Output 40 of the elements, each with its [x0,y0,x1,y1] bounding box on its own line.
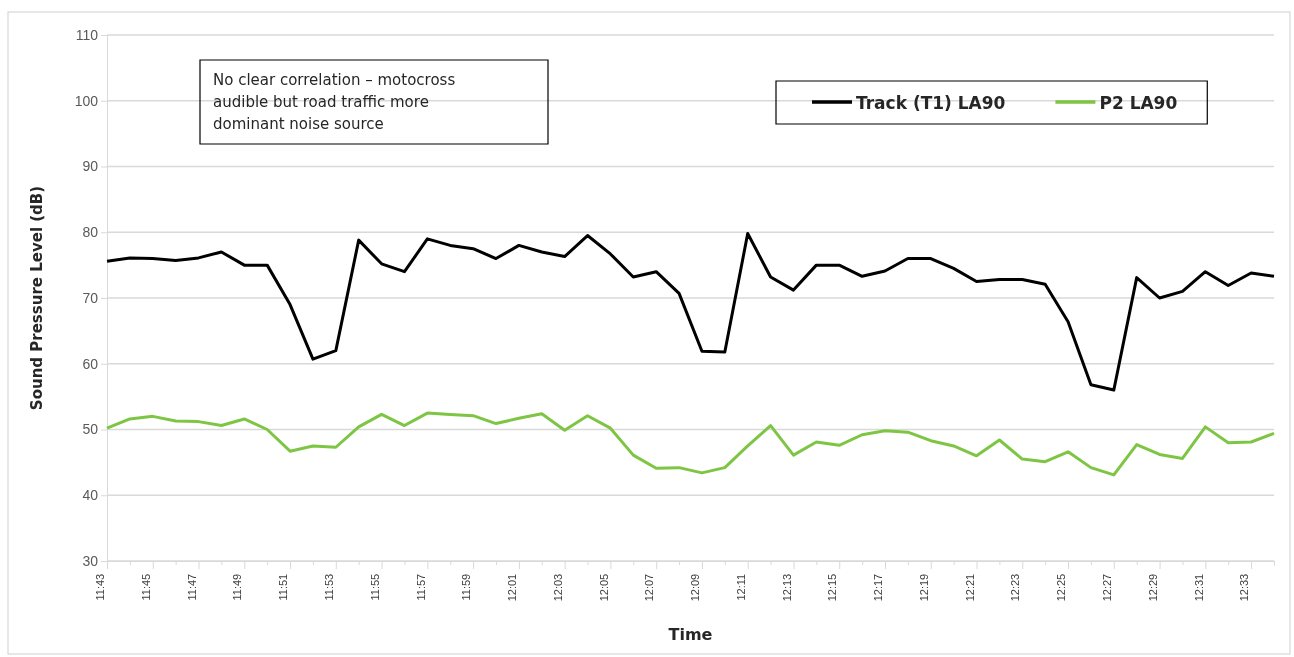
x-tick-label: 11:55 [368,573,381,601]
x-tick-label: 12:11 [734,573,747,601]
x-tick-label: 12:05 [597,573,610,602]
x-tick-label: 12:01 [506,573,519,602]
y-tick-label: 80 [82,224,99,241]
x-tick-label: 12:15 [826,573,839,602]
x-axis-title: Time [668,625,713,644]
y-tick-label: 60 [82,355,99,372]
y-tick-label: 90 [82,158,99,175]
legend-label: Track (T1) LA90 [856,93,1006,113]
x-tick-label: 11:59 [460,573,473,601]
y-tick-label: 40 [82,487,99,504]
y-tick-label: 110 [75,26,99,43]
x-tick-label: 11:53 [323,573,336,601]
x-tick-label: 12:23 [1009,573,1022,602]
x-tick-label: 11:47 [185,573,198,601]
x-tick-label: 12:27 [1101,573,1114,602]
x-tick-label: 12:33 [1238,573,1251,602]
x-tick-label: 12:13 [780,573,793,602]
y-axis-title: Sound Pressure Level (dB) [28,185,46,411]
y-tick-label: 30 [82,552,99,569]
x-tick-label: 12:25 [1055,573,1068,602]
x-tick-label: 12:31 [1192,573,1205,602]
x-tick-label: 11:45 [139,573,152,601]
x-tick-label: 12:29 [1146,573,1159,602]
annotation: No clear correlation – motocross audible but road traffic more dominant noise source [213,71,456,133]
x-tick-label: 12:19 [917,573,930,602]
y-tick-label: 70 [82,289,99,306]
x-tick-label: 12:21 [963,573,976,602]
x-tick-label: 12:09 [689,573,702,602]
legend-label: P2 LA90 [1099,93,1178,113]
y-tick-label: 100 [74,92,99,109]
x-tick-label: 11:51 [277,573,290,601]
x-tick-label: 12:17 [872,573,885,602]
x-tick-label: 12:07 [643,573,656,602]
x-tick-label: 11:57 [414,573,427,601]
x-tick-label: 11:43 [94,573,107,601]
x-tick-label: 11:49 [231,573,244,601]
x-tick-label: 12:03 [551,573,564,602]
y-tick-label: 50 [82,421,99,438]
